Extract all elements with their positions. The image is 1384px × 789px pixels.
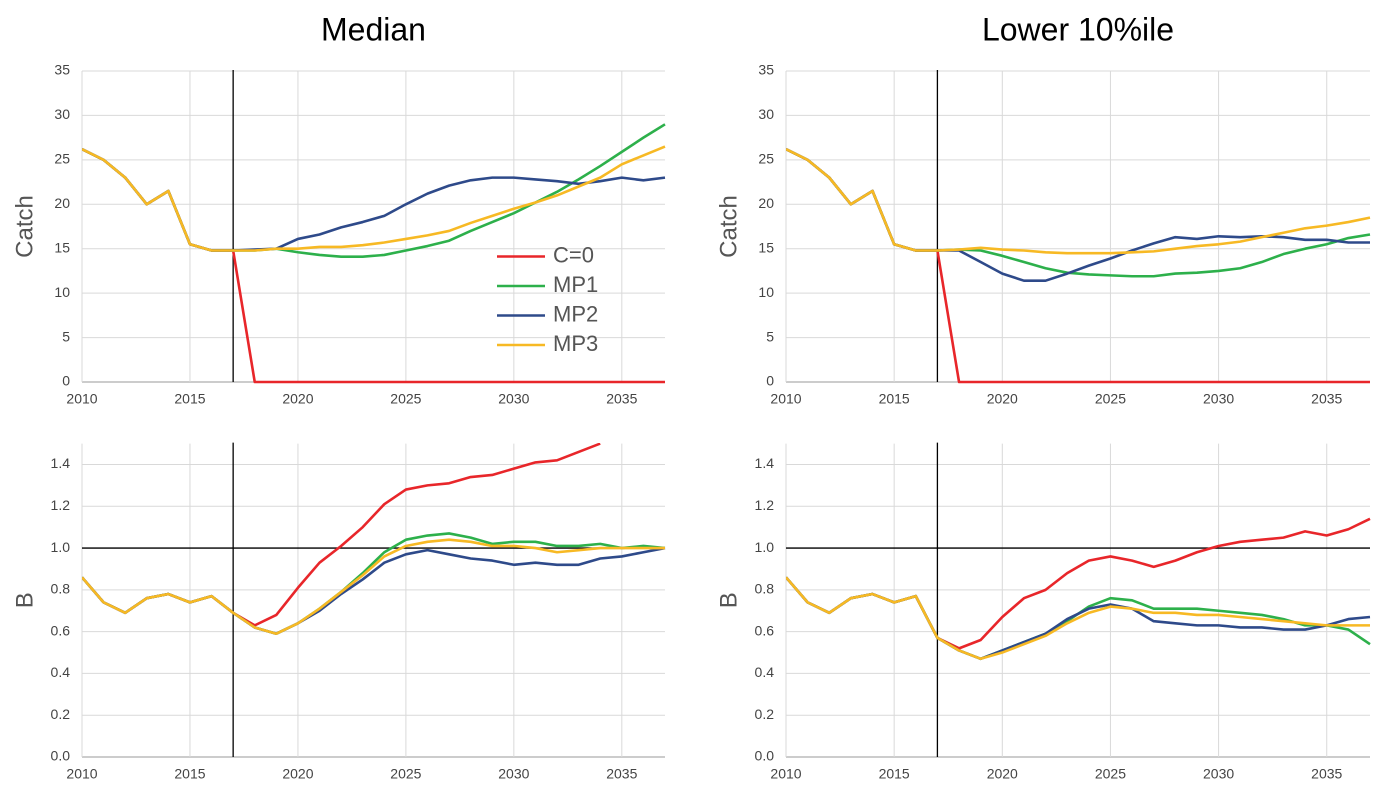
x-tick-label: 2020 bbox=[282, 391, 313, 407]
y-tick-label: 0.2 bbox=[51, 706, 71, 722]
y-tick-label: 30 bbox=[758, 106, 774, 122]
legend-label: C=0 bbox=[553, 242, 594, 267]
y-axis-label: Catch bbox=[11, 195, 38, 258]
y-axis-label: Catch bbox=[715, 195, 742, 258]
x-tick-label: 2015 bbox=[174, 766, 205, 782]
x-tick-label: 2025 bbox=[1095, 766, 1126, 782]
series-line bbox=[82, 148, 666, 252]
x-tick-label: 2025 bbox=[390, 391, 421, 407]
y-tick-label: 35 bbox=[758, 62, 774, 78]
y-tick-label: 1.4 bbox=[755, 455, 775, 471]
x-tick-label: 2020 bbox=[282, 766, 313, 782]
y-tick-label: 10 bbox=[54, 284, 70, 300]
y-tick-label: 25 bbox=[758, 151, 774, 167]
x-tick-label: 2015 bbox=[879, 391, 910, 407]
y-tick-label: 5 bbox=[62, 328, 70, 344]
y-tick-label: 1.4 bbox=[51, 455, 71, 471]
x-tick-label: 2025 bbox=[1095, 391, 1126, 407]
x-tick-label: 2030 bbox=[498, 766, 529, 782]
panel-title: Lower 10%ile bbox=[982, 11, 1174, 47]
y-axis-label: B bbox=[11, 592, 38, 608]
x-tick-label: 2010 bbox=[770, 391, 801, 407]
x-tick-label: 2010 bbox=[770, 766, 801, 782]
x-tick-label: 2010 bbox=[66, 391, 97, 407]
y-tick-label: 1.2 bbox=[755, 497, 775, 513]
series-line bbox=[82, 538, 665, 636]
x-tick-label: 2025 bbox=[390, 766, 421, 782]
y-tick-label: 30 bbox=[54, 106, 70, 122]
series-line bbox=[786, 148, 1370, 282]
x-tick-label: 2010 bbox=[66, 766, 97, 782]
y-tick-label: 0.0 bbox=[51, 748, 71, 764]
legend-label: MP2 bbox=[553, 301, 598, 326]
y-tick-label: 0.8 bbox=[51, 581, 71, 597]
x-tick-label: 2020 bbox=[987, 391, 1018, 407]
series-line bbox=[786, 148, 1371, 278]
y-tick-label: 1.2 bbox=[51, 497, 71, 513]
y-tick-label: 5 bbox=[766, 328, 774, 344]
series-line bbox=[786, 576, 1370, 661]
y-tick-label: 1.0 bbox=[755, 539, 775, 555]
y-tick-label: 0 bbox=[766, 373, 774, 389]
y-tick-label: 0.2 bbox=[755, 706, 775, 722]
panel-title: Median bbox=[321, 11, 426, 47]
y-tick-label: 15 bbox=[758, 239, 774, 255]
x-tick-label: 2035 bbox=[606, 766, 637, 782]
series-line bbox=[786, 148, 1370, 384]
y-tick-label: 0.6 bbox=[755, 622, 775, 638]
x-tick-label: 2015 bbox=[879, 766, 910, 782]
y-tick-label: 25 bbox=[54, 151, 70, 167]
y-tick-label: 20 bbox=[54, 195, 70, 211]
x-tick-label: 2030 bbox=[1203, 391, 1234, 407]
panel: 0.0 0.2 0.4 0.6 0.8 1.0 1.2 1.4 2010 2015 2020 2025… bbox=[11, 442, 666, 782]
x-tick-label: 2030 bbox=[1203, 766, 1234, 782]
y-tick-label: 0.8 bbox=[755, 581, 775, 597]
y-tick-label: 0.4 bbox=[755, 664, 775, 680]
y-tick-label: 0.6 bbox=[51, 622, 71, 638]
y-tick-label: 10 bbox=[758, 284, 774, 300]
x-tick-label: 2015 bbox=[174, 391, 205, 407]
x-tick-label: 2035 bbox=[606, 391, 637, 407]
x-tick-label: 2020 bbox=[987, 766, 1018, 782]
x-tick-label: 2030 bbox=[498, 391, 529, 407]
x-tick-label: 2035 bbox=[1311, 391, 1342, 407]
y-tick-label: 0.4 bbox=[51, 664, 71, 680]
series-line bbox=[82, 145, 666, 252]
legend-label: MP3 bbox=[553, 331, 598, 356]
y-axis-label: B bbox=[715, 592, 742, 608]
legend-label: MP1 bbox=[553, 272, 598, 297]
panel: 0.0 0.2 0.4 0.6 0.8 1.0 1.2 1.4 2010 2015 2020 2025… bbox=[715, 442, 1371, 782]
y-tick-label: 15 bbox=[54, 239, 70, 255]
y-tick-label: 35 bbox=[54, 62, 70, 78]
x-tick-label: 2035 bbox=[1311, 766, 1342, 782]
series-line bbox=[82, 443, 601, 627]
y-tick-label: 1.0 bbox=[51, 539, 71, 555]
series-line bbox=[786, 148, 1371, 255]
y-tick-label: 0.0 bbox=[755, 748, 775, 764]
y-tick-label: 0 bbox=[62, 373, 70, 389]
y-tick-label: 20 bbox=[758, 195, 774, 211]
